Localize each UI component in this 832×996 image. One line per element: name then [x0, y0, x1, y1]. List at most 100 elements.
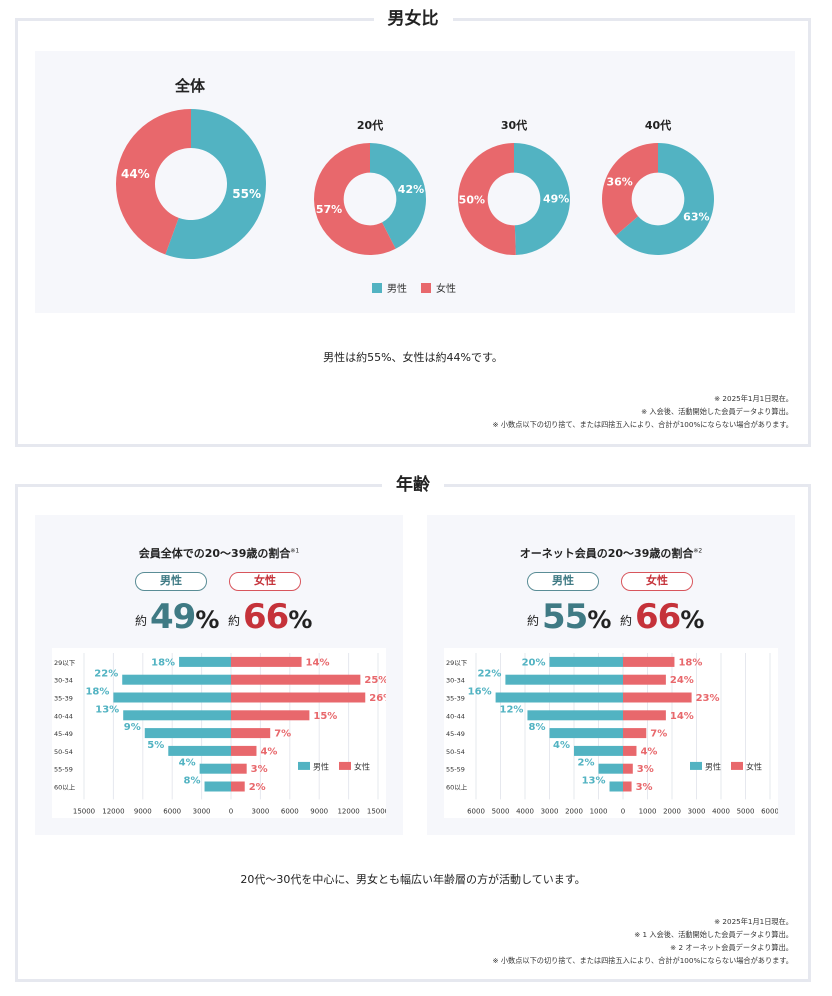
- bar-female: [231, 692, 366, 703]
- donut-title-40s: 40代: [644, 119, 672, 132]
- donut-chart-overall: 55% 44%: [116, 109, 266, 259]
- female-pill: 女性: [229, 572, 301, 591]
- age-notes: ※ 2025年1月1日現在。 ※ 1 入会後、活動開始した会員データより算出。 …: [493, 915, 793, 967]
- donut-slice-female: [116, 109, 191, 255]
- section-title-gender: 男女比: [373, 5, 453, 33]
- bar-female: [231, 656, 302, 667]
- x-tick-label: 1000: [639, 807, 657, 815]
- data-label-female: 4%: [640, 746, 657, 757]
- bar-female: [623, 674, 666, 685]
- bar-male: [122, 674, 231, 685]
- legend-swatch-female: [421, 282, 431, 293]
- y-category-label: 45-49: [54, 730, 73, 738]
- data-label-male: 22%: [94, 669, 118, 680]
- y-category-label: 35-39: [54, 695, 73, 703]
- bar-female: [623, 781, 632, 792]
- donut-slice-male: [165, 109, 266, 259]
- x-tick-label: 9000: [134, 807, 152, 815]
- bar-male: [549, 728, 623, 739]
- bar-female: [231, 745, 257, 756]
- gender-summary: 男性は約55%、女性は約44%です。: [323, 351, 503, 364]
- data-label-female: 4%: [260, 746, 277, 757]
- note-line: ※ 2025年1月1日現在。: [714, 394, 793, 403]
- age-panel-title-text: 会員全体での20〜39歳の割合: [138, 547, 291, 560]
- y-category-label: 50-54: [54, 748, 73, 756]
- y-category-label: 30-34: [446, 677, 465, 685]
- donut-label-female: 36%: [606, 175, 632, 188]
- footnote-mark: ※2: [693, 547, 703, 555]
- x-tick-label: 0: [229, 807, 233, 815]
- bar-male: [123, 710, 231, 721]
- donut-label-female: 50%: [459, 194, 485, 207]
- data-label-female: 7%: [274, 729, 291, 740]
- y-category-label: 45-49: [446, 730, 465, 738]
- y-category-label: 55-59: [54, 766, 73, 774]
- x-tick-label: 4000: [712, 807, 730, 815]
- donut-title-overall: 全体: [174, 77, 205, 95]
- ratio-unit: %: [195, 606, 220, 634]
- x-tick-label: 12000: [337, 807, 359, 815]
- data-label-male: 9%: [124, 722, 141, 733]
- population-pyramid-all-members: 15000 12000 9000 6000 3000 0 3000 6000 9000 12000…: [54, 653, 393, 826]
- data-label-female: 14%: [670, 711, 694, 722]
- x-tick-label: 3000: [251, 807, 269, 815]
- x-tick-label: 4000: [516, 807, 534, 815]
- age-panel-title: 会員全体での20〜39歳の割合※1: [35, 545, 403, 561]
- donut-chart-40s: 63% 36%: [602, 143, 714, 255]
- ratio-value: 66: [243, 597, 289, 637]
- donut-chart-30s: 49% 50%: [458, 143, 571, 255]
- data-label-female: 25%: [364, 675, 386, 686]
- data-label-female: 26%: [369, 693, 386, 704]
- x-tick-label: 6000: [761, 807, 778, 815]
- bar-male: [598, 763, 623, 774]
- donut-label-male: 49%: [543, 192, 569, 205]
- gender-donut-panel: 全体 55% 44% 20代 42% 57% 30代 49% 50% 40代 63% 3…: [35, 51, 795, 313]
- x-tick-label: 6000: [281, 807, 299, 815]
- donut-label-male: 55%: [232, 187, 261, 201]
- data-label-male: 22%: [477, 669, 501, 680]
- bar-female: [623, 745, 637, 756]
- bar-male: [204, 781, 231, 792]
- donut-title-30s: 30代: [500, 119, 528, 132]
- y-category-label: 30-34: [54, 677, 73, 685]
- donut-slice-female: [314, 143, 396, 255]
- bar-female: [623, 763, 633, 774]
- legend-swatch-female: [339, 761, 351, 770]
- ratio-unit: %: [680, 606, 705, 634]
- donut-slice-female: [458, 143, 516, 255]
- bar-male: [495, 692, 623, 703]
- x-tick-label: 2000: [565, 807, 583, 815]
- bar-male: [609, 781, 623, 792]
- age-panel-title: オーネット会員の20〜39歳の割合※2: [427, 545, 795, 561]
- data-label-male: 13%: [95, 704, 119, 715]
- bar-female: [231, 728, 271, 739]
- bar-female: [231, 710, 310, 721]
- bar-male: [144, 728, 231, 739]
- gender-ratio-section: 男女比 全体 55% 44% 20代 42% 57% 30代 49% 50% 40代 …: [15, 5, 811, 447]
- donut-slice-male: [370, 143, 426, 249]
- donut-chart-20s: 42% 57%: [314, 143, 426, 255]
- bar-male: [505, 674, 623, 685]
- data-label-female: 15%: [313, 711, 337, 722]
- ratio-unit: %: [587, 606, 612, 634]
- ratio-unit: %: [288, 606, 313, 634]
- x-tick-label: 6000: [163, 807, 181, 815]
- ratio-prefix: 約: [527, 614, 540, 628]
- donut-label-male: 63%: [683, 211, 709, 224]
- data-label-male: 12%: [500, 704, 524, 715]
- bar-male: [549, 656, 623, 667]
- male-pill: 男性: [527, 572, 599, 591]
- x-tick-label: 5000: [492, 807, 510, 815]
- y-category-label: 50-54: [446, 748, 465, 756]
- age-panel-onet-members: オーネット会員の20〜39歳の割合※2 男性 女性 約55% 約66% 6000…: [427, 515, 795, 835]
- x-tick-label: 3000: [541, 807, 559, 815]
- data-label-female: 23%: [696, 693, 720, 704]
- data-label-male: 5%: [147, 740, 164, 751]
- ratio-prefix: 約: [135, 614, 148, 628]
- x-tick-label: 6000: [467, 807, 485, 815]
- pyramid-container: 15000 12000 9000 6000 3000 0 3000 6000 9000 12000…: [52, 648, 393, 826]
- footnote-mark: ※1: [290, 547, 300, 555]
- data-label-female: 7%: [650, 729, 667, 740]
- legend-item-male: 男性: [372, 280, 407, 295]
- legend-label-male: 男性: [313, 761, 329, 771]
